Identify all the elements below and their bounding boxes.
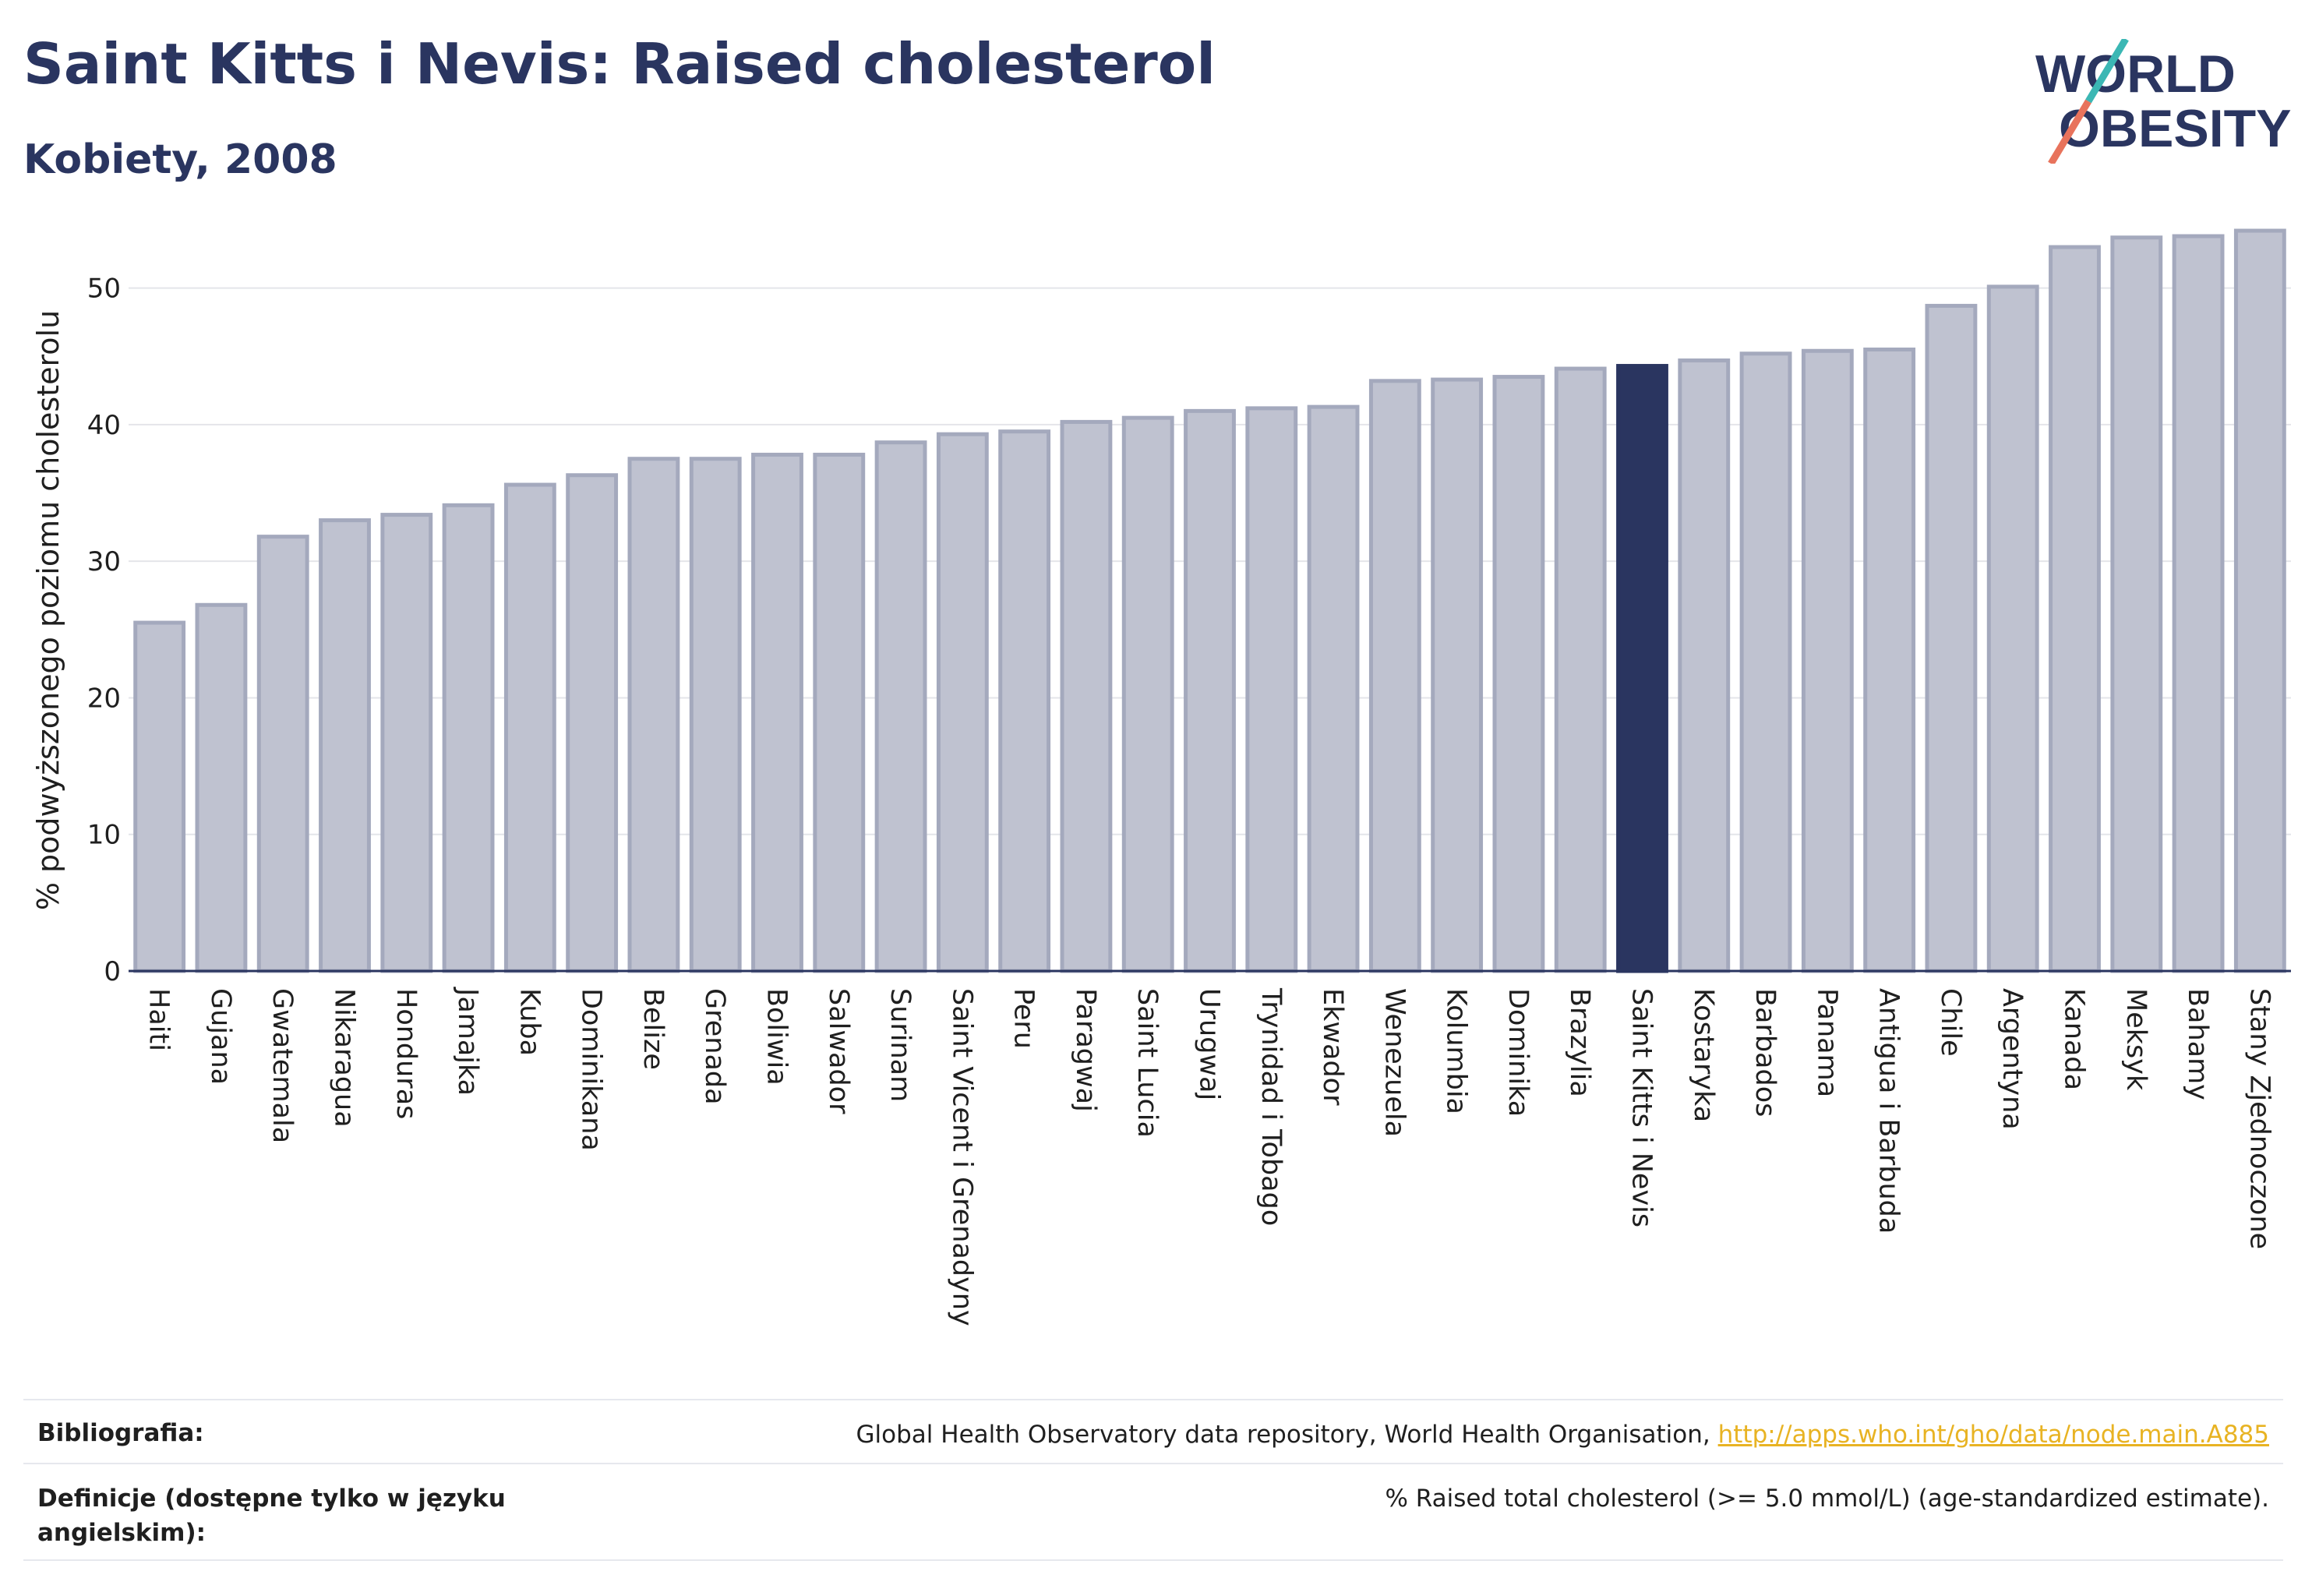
x-tick-label: Ekwador (1317, 988, 1348, 1106)
bar-gujana (195, 602, 248, 973)
bibliography-label: Bibliografia: (37, 1419, 204, 1447)
bar-bahamy (2172, 234, 2225, 973)
x-tick-label: Saint Lucia (1131, 988, 1163, 1138)
bars (133, 228, 2286, 973)
x-tick-label: Antigua i Barbuda (1873, 988, 1904, 1234)
chart-subtitle: Kobiety, 2008 (23, 136, 337, 183)
axes: 0 10 20 30 40 50 (87, 274, 2291, 987)
category-labels: Haiti Gujana Gwatemala Nikaragua Honduras Jam… (143, 987, 2275, 1326)
bibliography-row: Bibliografia: Global Health Observatory … (23, 1399, 2283, 1464)
x-tick-label: Surinam (884, 988, 916, 1102)
x-tick-label: Kolumbia (1441, 988, 1472, 1114)
bar-saint-kitts-i-nevis (1616, 364, 1668, 973)
bar-saint-vicent-i-grenadyny (936, 432, 989, 973)
bar-kanada (2049, 245, 2101, 973)
bar-dominika (1492, 375, 1545, 973)
bar-panama (1801, 348, 1854, 973)
y-tick-label: 40 (87, 410, 121, 441)
x-tick-label: Bahamy (2182, 988, 2213, 1100)
bar-argentyna (1986, 284, 2039, 973)
bar-trynidad-i-tobago (1245, 406, 1298, 973)
x-tick-label: Chile (1935, 988, 1966, 1057)
x-tick-label: Dominikana (576, 988, 607, 1151)
x-tick-label: Dominika (1502, 988, 1534, 1117)
x-tick-label: Kuba (514, 988, 545, 1056)
bar-gwatemala (256, 535, 309, 973)
x-tick-label: Kostaryka (1688, 988, 1719, 1122)
bar-peru (998, 429, 1051, 973)
bar-dominikana (566, 473, 619, 973)
bar-grenada (689, 457, 742, 973)
bar-honduras (380, 513, 433, 973)
x-tick-label: Jamajka (452, 987, 483, 1096)
x-tick-label: Saint Vicent i Grenadyny (946, 988, 977, 1326)
x-tick-label: Grenada (699, 988, 730, 1105)
bar-ekwador (1307, 404, 1360, 973)
x-tick-label: Gwatemala (267, 988, 298, 1143)
bar-saint-lucia (1121, 415, 1174, 973)
logo-line2: OBESITY (2059, 99, 2291, 158)
x-tick-label: Trynidad i Tobago (1255, 987, 1287, 1226)
x-tick-label: Panama (1811, 988, 1842, 1097)
bar-salwador (813, 452, 866, 973)
bibliography-value: Global Health Observatory data repositor… (856, 1421, 2269, 1449)
bar-haiti (133, 620, 186, 973)
y-tick-label: 0 (104, 956, 121, 987)
y-tick-label: 30 (87, 546, 121, 577)
x-tick-label: Brazylia (1564, 988, 1595, 1097)
x-tick-label: Wenezuela (1378, 988, 1410, 1137)
x-tick-label: Salwador (823, 988, 854, 1114)
x-tick-label: Saint Kitts i Nevis (1626, 988, 1657, 1227)
bar-chile (1925, 303, 1978, 973)
bar-nikaragua (319, 518, 371, 973)
x-tick-label: Argentyna (1996, 988, 2028, 1130)
x-tick-label: Belize (637, 988, 669, 1070)
chart-title: Saint Kitts i Nevis: Raised cholesterol (23, 31, 1216, 97)
x-tick-label: Paragwaj (1070, 988, 1101, 1112)
bar-belize (627, 457, 680, 973)
x-tick-label: Peru (1008, 988, 1040, 1049)
definitions-value: % Raised total cholesterol (>= 5.0 mmol/… (1385, 1485, 2269, 1513)
definitions-row: Definicje (dostępne tylko w języku angie… (23, 1463, 2283, 1561)
bar-barbados (1739, 351, 1792, 973)
bar-chart: 0 10 20 30 40 50 Haiti Gujana Gwatemala Nikaragu… (31, 228, 2291, 1326)
definitions-label: Definicje (dostępne tylko w języku angie… (37, 1485, 506, 1547)
x-tick-label: Nikaragua (329, 988, 360, 1128)
bar-kostaryka (1678, 358, 1731, 973)
x-tick-label: Urugwaj (1194, 988, 1225, 1100)
bar-antigua-i-barbuda (1863, 348, 1916, 973)
y-tick-label: 20 (87, 683, 121, 714)
bar-surinam (874, 440, 927, 973)
bibliography-text: Global Health Observatory data repositor… (856, 1421, 1718, 1449)
bar-kuba (503, 482, 556, 973)
x-tick-label: Haiti (143, 988, 175, 1051)
bar-jamajka (442, 503, 495, 973)
y-tick-label: 50 (87, 274, 121, 305)
bar-wenezuela (1368, 379, 1421, 973)
bar-paragwaj (1060, 419, 1113, 973)
x-tick-label: Stany Zjednoczone (2243, 988, 2275, 1249)
x-tick-label: Meksyk (2120, 988, 2151, 1091)
x-tick-label: Barbados (1749, 988, 1781, 1117)
y-axis-label: % podwyższonego poziomu cholesterolu (31, 310, 65, 910)
x-tick-label: Gujana (205, 988, 236, 1085)
y-tick-label: 10 (87, 820, 121, 851)
bar-meksyk (2110, 235, 2163, 973)
bar-brazylia (1554, 366, 1607, 973)
x-tick-label: Honduras (390, 988, 422, 1119)
logo-line1: WORLD (2035, 44, 2236, 104)
bar-stany-zjednoczone (2233, 228, 2286, 973)
x-tick-label: Boliwia (761, 988, 792, 1086)
bar-boliwia (751, 452, 803, 973)
x-tick-label: Kanada (2059, 988, 2090, 1090)
bar-kolumbia (1431, 377, 1484, 973)
world-obesity-logo: WORLD OBESITY (2035, 39, 2291, 164)
bar-urugwaj (1184, 408, 1236, 973)
bibliography-link[interactable]: http://apps.who.int/gho/data/node.main.A… (1717, 1421, 2269, 1449)
